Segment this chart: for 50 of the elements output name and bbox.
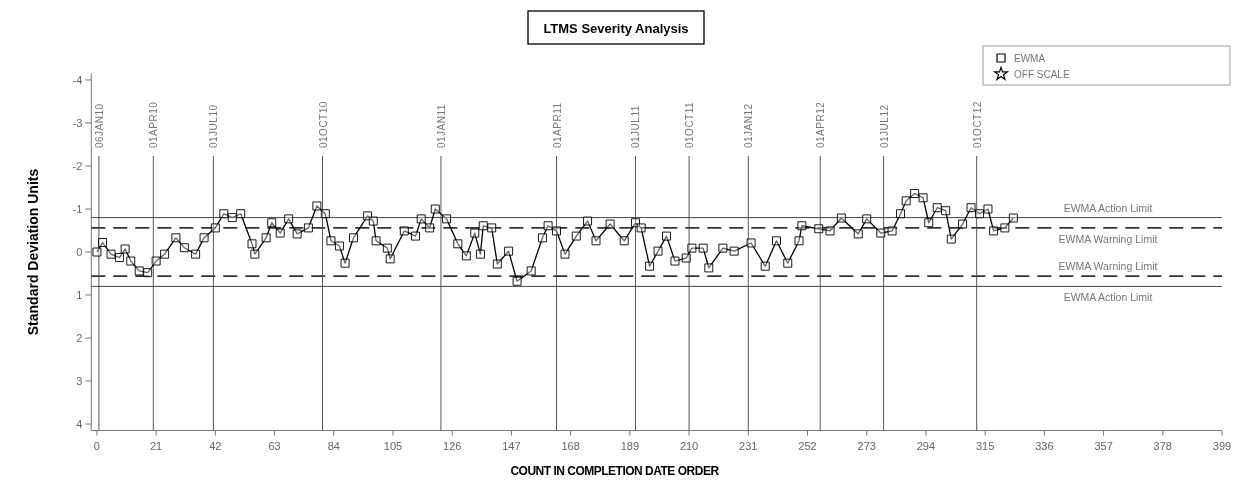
x-tick-label: 168 — [561, 439, 580, 452]
y-tick-label: -2 — [72, 159, 83, 172]
ref-line-label: 01JUL12 — [878, 104, 890, 148]
ref-line-label: 01APR12 — [815, 101, 827, 148]
legend-label: EWMA — [1014, 53, 1046, 64]
x-tick-label: 63 — [268, 439, 281, 452]
x-tick-label: 126 — [443, 439, 462, 452]
y-tick-label: 3 — [76, 375, 83, 388]
x-tick-label: 378 — [1153, 439, 1172, 452]
y-tick-label: 1 — [76, 289, 83, 302]
ref-line-label: 01APR10 — [148, 101, 160, 148]
y-axis-title: Standard Deviation Units — [25, 168, 41, 336]
ref-line-label: 01JUL10 — [208, 104, 220, 148]
x-tick-label: 357 — [1094, 439, 1113, 452]
chart-title: LTMS Severity Analysis — [543, 21, 689, 36]
y-tick-label: 4 — [76, 418, 83, 431]
x-tick-label: 84 — [327, 439, 340, 452]
y-tick-label: 2 — [76, 332, 83, 345]
y-tick-label: 0 — [76, 246, 83, 258]
x-tick-label: 42 — [209, 439, 222, 452]
x-tick-label: 147 — [502, 439, 521, 452]
x-tick-label: 273 — [857, 439, 876, 452]
ref-line-label: 01JAN12 — [743, 103, 755, 148]
x-tick-label: 231 — [739, 439, 758, 452]
x-tick-label: 294 — [916, 439, 936, 452]
x-tick-label: 315 — [975, 439, 995, 452]
x-tick-label: 105 — [383, 439, 403, 452]
ref-line-label: 01OCT12 — [971, 101, 983, 148]
y-tick-label: -4 — [72, 73, 83, 86]
ref-line-label: 01JUL11 — [630, 105, 642, 148]
x-tick-label: 21 — [150, 439, 163, 452]
ref-line-label: 01OCT11 — [684, 101, 696, 148]
ref-line-label: EWMA Action Limit — [1063, 201, 1153, 214]
x-tick-label: 210 — [679, 439, 699, 452]
y-tick-label: -3 — [72, 116, 83, 129]
x-tick-label: 252 — [798, 439, 817, 452]
x-tick-label: 189 — [620, 439, 640, 452]
ref-line-label: 01APR11 — [551, 102, 563, 148]
x-tick-label: 399 — [1212, 439, 1232, 452]
ref-line-label: EWMA Action Limit — [1063, 291, 1153, 304]
y-tick-label: -1 — [72, 202, 83, 215]
x-axis-title: COUNT IN COMPLETION DATE ORDER — [510, 464, 720, 478]
ref-line-label: 01OCT10 — [317, 101, 329, 148]
legend-label: OFF SCALE — [1014, 69, 1070, 80]
ref-line-label: EWMA Warning Limit — [1058, 260, 1158, 273]
x-tick-label: 336 — [1035, 439, 1054, 452]
ref-line-label: 06JAN10 — [93, 103, 105, 148]
ref-line-label: EWMA Warning Limit — [1058, 232, 1158, 245]
ref-line-label: 01JAN11 — [435, 104, 447, 148]
x-tick-label: 0 — [93, 439, 100, 452]
